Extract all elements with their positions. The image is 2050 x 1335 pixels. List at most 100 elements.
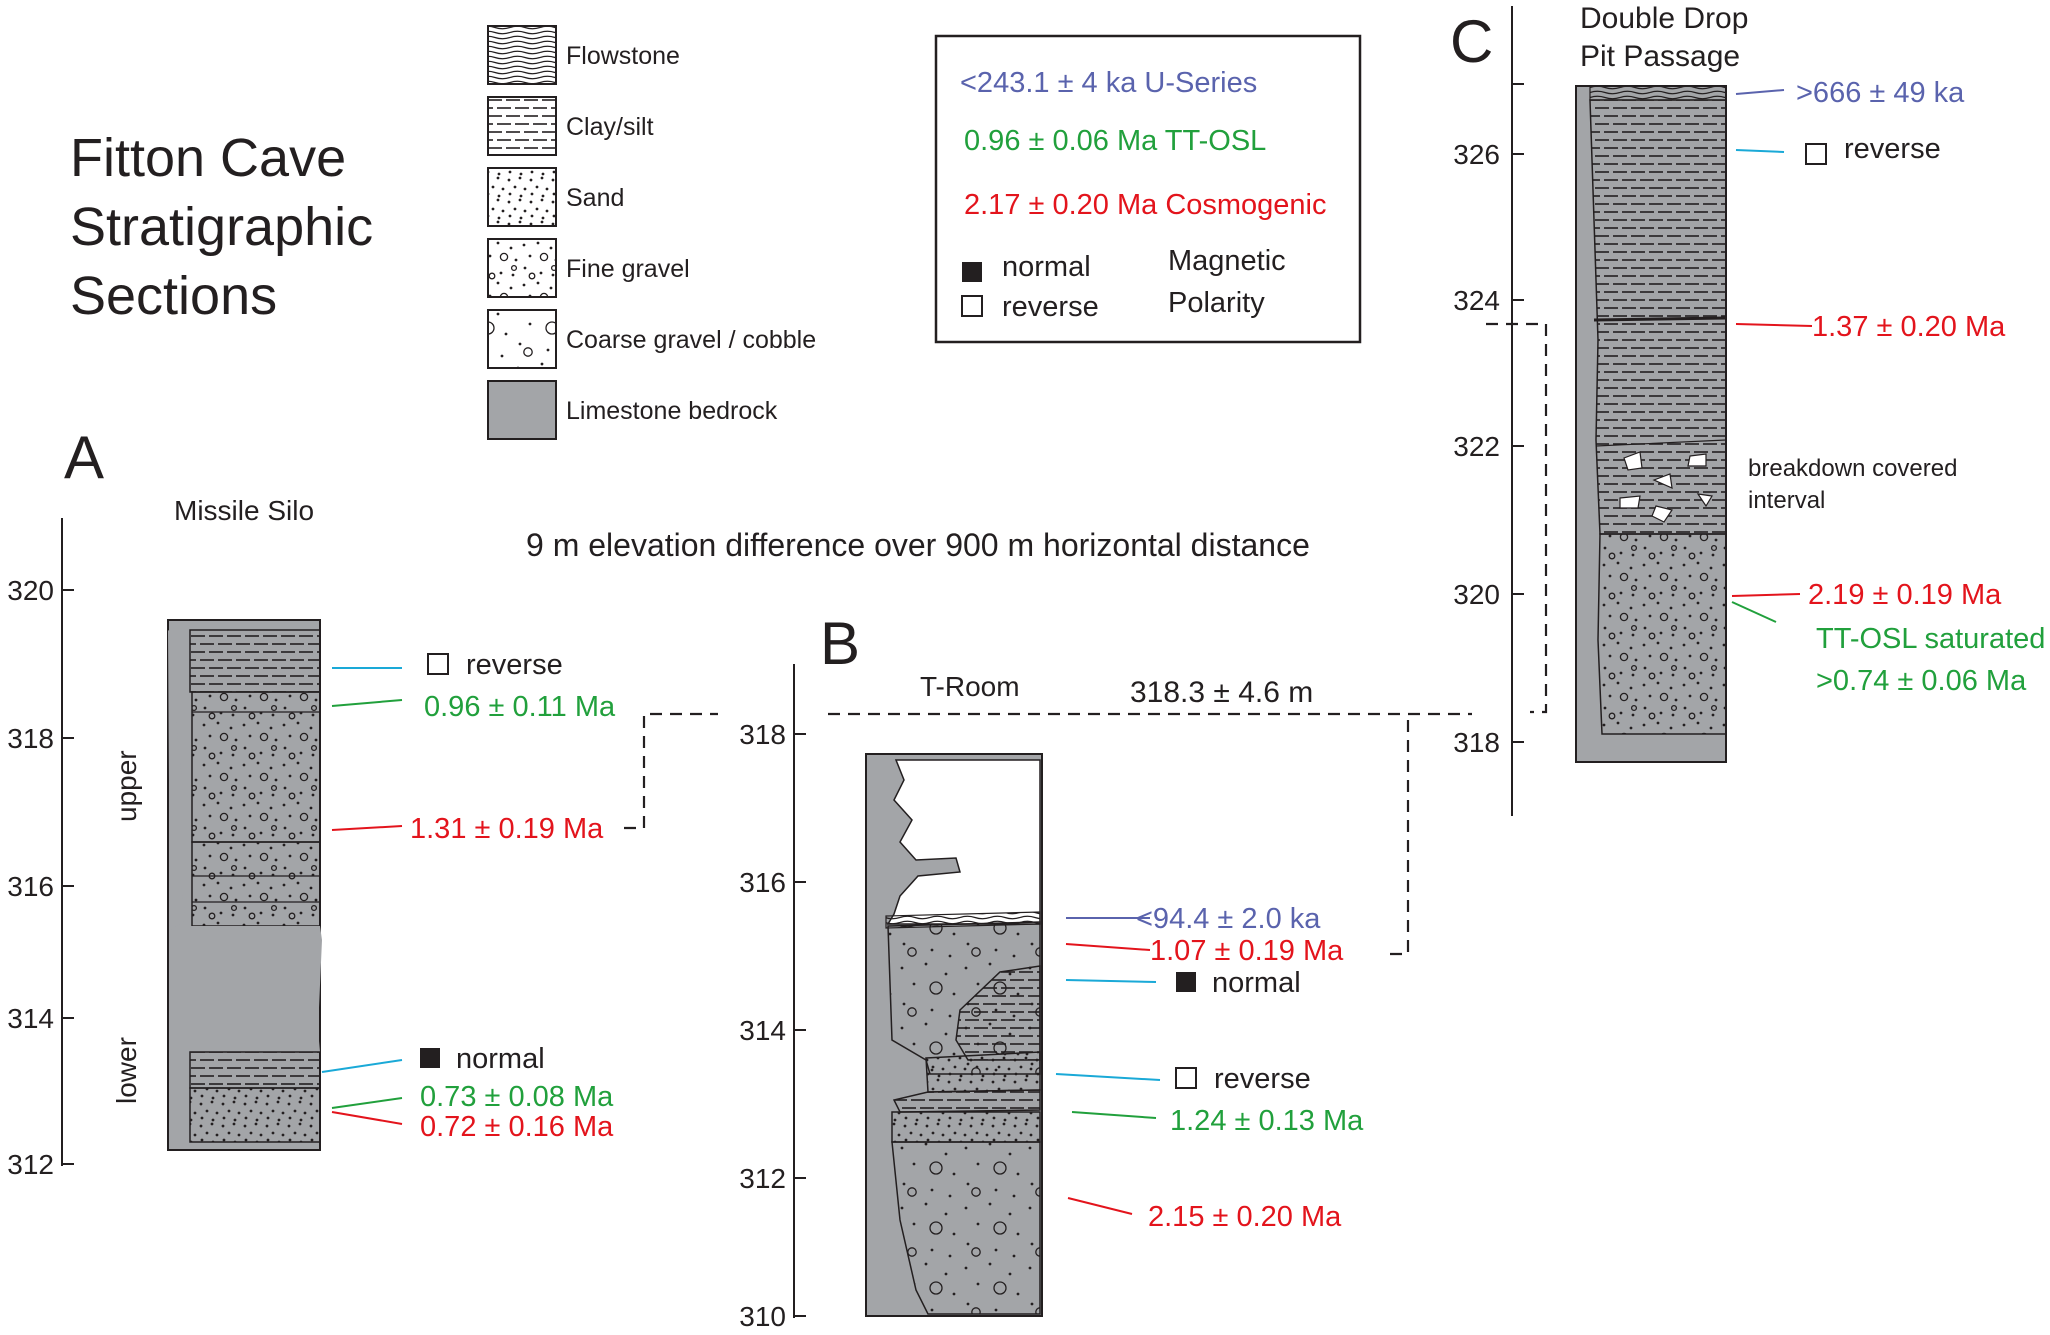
reverse-polarity-symbol [961, 295, 983, 317]
reverse-polarity-symbol [1175, 1067, 1197, 1089]
leader-line [321, 1059, 403, 1073]
lower-sand-unit [189, 1087, 321, 1143]
key-reverse: reverse [1002, 291, 1099, 323]
bedrock-left-edge [168, 630, 186, 930]
leader-line [1735, 89, 1785, 95]
a-ttosl-lower: 0.73 ± 0.08 Ma [420, 1081, 614, 1113]
figure-title-line-1: Fitton Cave [70, 128, 346, 188]
c-cosmogenic-upper: 1.37 ± 0.20 Ma [1812, 311, 2006, 343]
legend-label-bedrock: Limestone bedrock [566, 397, 778, 425]
key-polarity: Polarity [1168, 287, 1265, 319]
tick-label: 314 [739, 1015, 786, 1046]
leader-line [331, 825, 403, 831]
c-breakdown-line-2: interval [1748, 487, 1825, 514]
section-a-letter: A [64, 424, 104, 491]
legend-item-bedrock: Limestone bedrock [487, 380, 778, 440]
legend-label-sand: Sand [566, 184, 624, 212]
section-a-name: Missile Silo [174, 495, 314, 526]
section-b-letter: B [820, 610, 860, 677]
c-ttosl-line-1: TT-OSL saturated [1816, 623, 2045, 655]
section-c: C Double Drop Pit Passage 326 324 322 32… [1450, 2, 2045, 816]
key-magnetic: Magnetic [1168, 245, 1286, 277]
leader-line [331, 699, 403, 707]
key-cosmogenic: 2.17 ± 0.20 Ma Cosmogenic [964, 189, 1327, 221]
c-useries: >666 ± 49 ka [1796, 77, 1965, 109]
legend-item-flowstone: Flowstone [487, 25, 680, 85]
lower-coarse-gravel-unit [891, 1141, 1041, 1315]
correlation-line-a-b [624, 712, 718, 830]
legend-item-coarse-gravel: Coarse gravel / cobble [487, 309, 816, 369]
legend-label-flowstone: Flowstone [566, 42, 680, 70]
tick-label: 320 [7, 575, 54, 606]
legend-item-clay: Clay/silt [487, 96, 654, 156]
correlation-line-b-c-drop [1384, 720, 1410, 956]
sand-lens [925, 1051, 1041, 1093]
reverse-polarity-symbol [1805, 143, 1827, 165]
tick-label: 326 [1453, 139, 1500, 170]
cave-void [886, 759, 1041, 925]
legend-label-fine-gravel: Fine gravel [566, 255, 690, 283]
leader-line [1071, 1111, 1157, 1119]
bedrock-swatch [487, 380, 557, 440]
leader-line [1735, 323, 1813, 327]
b-ttosl: 1.24 ± 0.13 Ma [1170, 1105, 1364, 1137]
upper-gravel-unit [191, 841, 321, 927]
lithology-legend: Flowstone Clay/silt Sand Fine gravel Coa… [487, 25, 816, 440]
a-ttosl-upper: 0.96 ± 0.11 Ma [424, 691, 616, 723]
fine-gravel-band [891, 1111, 1041, 1143]
key-useries: <243.1 ± 4 ka U-Series [960, 67, 1257, 99]
fine-gravel-swatch [487, 238, 557, 298]
section-b-name: T-Room [920, 671, 1020, 702]
tick-label: 316 [7, 871, 54, 902]
section-c-name-line-1: Double Drop [1580, 2, 1748, 35]
key-normal: normal [1002, 251, 1091, 283]
breakdown-block [1696, 493, 1713, 508]
section-c-axis: 326 324 322 320 318 [1453, 6, 1524, 816]
lower-gravel-unit [1597, 533, 1727, 735]
correlation-elevation-label: 318.3 ± 4.6 m [1130, 676, 1313, 709]
upper-sand-unit [191, 691, 321, 843]
section-c-letter: C [1450, 8, 1493, 75]
section-b: B T-Room 318 316 314 312 310 <94.4 ± 2.0… [739, 610, 1364, 1332]
a-reverse-label: reverse [466, 649, 563, 681]
bed-contact [1593, 316, 1727, 322]
tick-label: 318 [7, 723, 54, 754]
b-normal-label: normal [1212, 967, 1301, 999]
a-normal-label: normal [456, 1043, 545, 1075]
tick-label: 320 [1453, 579, 1500, 610]
breakdown-block [1652, 473, 1673, 489]
c-ttosl-line-2: >0.74 ± 0.06 Ma [1816, 665, 2027, 697]
section-a: A Missile Silo 320 318 316 314 312 upper… [7, 424, 616, 1180]
breakdown-blocks [1619, 451, 1713, 523]
tick-label: 314 [7, 1003, 54, 1034]
bedrock-gap [190, 926, 322, 1052]
breakdown-block [1619, 495, 1641, 509]
tick-label: 324 [1453, 285, 1500, 316]
method-key-frame [934, 34, 1362, 344]
normal-polarity-symbol [1176, 972, 1196, 992]
leader-line [1065, 979, 1157, 983]
method-key-box: <243.1 ± 4 ka U-Series 0.96 ± 0.06 Ma TT… [934, 34, 1362, 344]
breakdown-block [1623, 451, 1643, 471]
tick-label: 322 [1453, 431, 1500, 462]
upper-clay-unit [1589, 99, 1727, 535]
breakdown-block [1651, 505, 1673, 523]
upper-clay-unit [189, 629, 321, 693]
leader-line [1735, 149, 1785, 153]
b-reverse-label: reverse [1214, 1063, 1311, 1095]
a-cosmogenic-upper: 1.31 ± 0.19 Ma [410, 813, 604, 845]
elevation-note: 9 m elevation difference over 900 m hori… [526, 527, 1310, 563]
c-reverse-label: reverse [1844, 133, 1941, 165]
leader-line [1065, 943, 1151, 951]
leader-line [1731, 593, 1801, 597]
correlation-bracket [1486, 322, 1548, 714]
a-cosmogenic-lower: 0.72 ± 0.16 Ma [420, 1111, 614, 1143]
c-cosmogenic-lower: 2.19 ± 0.19 Ma [1808, 579, 2002, 611]
b-useries: <94.4 ± 2.0 ka [1136, 903, 1321, 935]
leader-line [1055, 1073, 1161, 1081]
legend-item-sand: Sand [487, 167, 624, 227]
c-breakdown-line-1: breakdown covered [1748, 455, 1957, 482]
section-b-axis: 318 316 314 312 310 [739, 664, 806, 1332]
section-a-axis: 320 318 316 314 312 [7, 518, 74, 1180]
